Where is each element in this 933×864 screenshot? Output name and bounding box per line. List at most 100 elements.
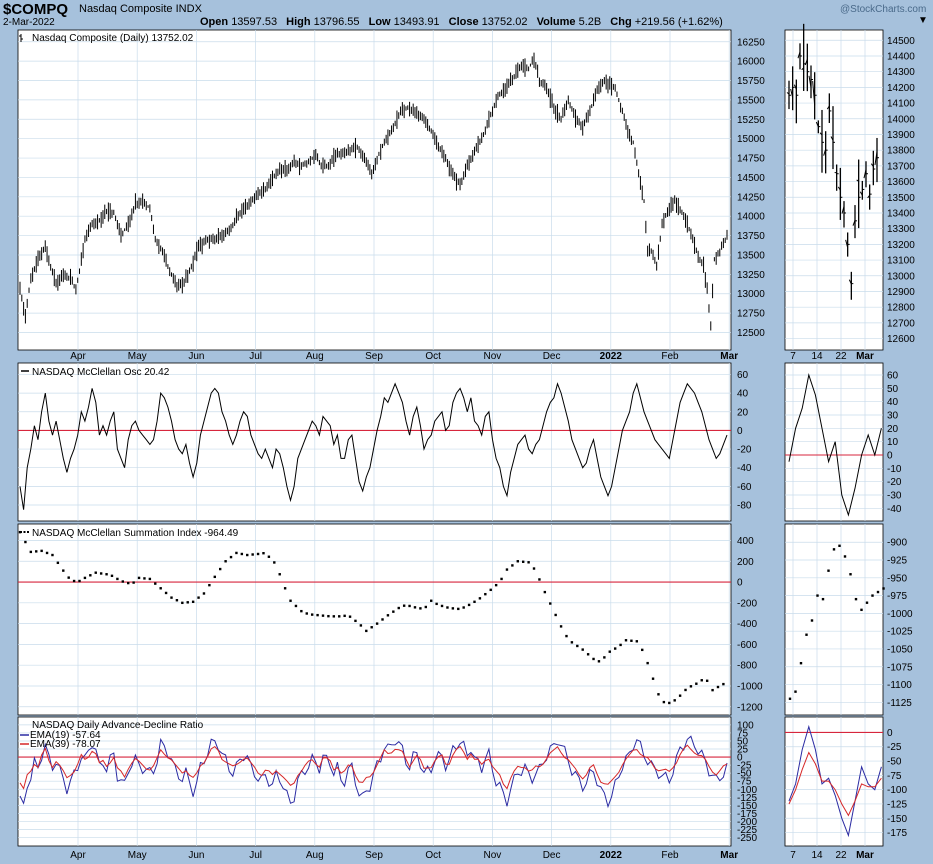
sum-inset-ytick-label: -925 (887, 556, 907, 567)
sum-inset-point (827, 569, 830, 572)
sum-point (603, 656, 606, 659)
price-inset-ytick-label: 13100 (887, 256, 915, 267)
x-axis-month-label: Sep (365, 850, 383, 861)
inset-open-tick (852, 220, 856, 226)
sum-ytick-label: 200 (737, 557, 754, 568)
sum-legend-swatch (27, 531, 29, 533)
inset-open-tick (793, 84, 797, 90)
osc-inset-ytick-label: -40 (887, 504, 902, 515)
price-inset-x-axis-label: 7 (790, 351, 796, 362)
inset-x-axis-label: Mar (856, 850, 874, 861)
sum-point (316, 613, 319, 617)
sum-point (592, 657, 595, 661)
price-inset-ytick-label: 14100 (887, 99, 915, 110)
sum-point (354, 619, 357, 623)
sum-point (251, 553, 254, 556)
sum-inset-ytick-label: -1125 (887, 698, 912, 709)
sum-point (576, 644, 579, 648)
sum-point (202, 592, 206, 595)
adr-legend-entry: EMA(19) -57.64 (30, 730, 101, 741)
osc-inset-ytick-label: 20 (887, 424, 899, 435)
x-axis-month-label: Aug (306, 850, 324, 861)
sum-point (170, 596, 173, 599)
sum-point (343, 614, 346, 618)
sum-legend-swatch (23, 531, 26, 533)
sum-inset-point (865, 601, 869, 604)
price-inset-ytick-label: 14000 (887, 114, 915, 125)
collapse-arrow-icon[interactable]: ▼ (918, 15, 928, 26)
osc-panel-title: NASDAQ McClellan Osc 20.42 (32, 367, 170, 378)
price-ytick-label: 12500 (737, 328, 765, 339)
x-axis-month-label: Oct (425, 850, 441, 861)
sum-point (137, 576, 141, 580)
sum-panel-title: NASDAQ McClellan Summation Index -964.49 (32, 528, 239, 539)
change-value: +219.56 (+1.62%) (634, 16, 723, 28)
sum-point (608, 650, 611, 653)
sum-inset-point (816, 594, 819, 597)
ticker-symbol: $COMPQ (3, 1, 69, 18)
price-x-axis-label: 2022 (600, 351, 623, 362)
quote-date: 2-Mar-2022 (3, 17, 55, 28)
sum-point (262, 552, 265, 555)
adr-ytick-label: -125 (737, 793, 757, 804)
price-inset-ytick-label: 13900 (887, 130, 915, 141)
sum-point (246, 553, 249, 557)
low-label: Low (368, 16, 391, 28)
sum-point (646, 661, 649, 665)
price-gridlines (18, 30, 883, 350)
price-ytick-label: 14500 (737, 173, 765, 184)
sum-inset-point (849, 573, 852, 576)
ohlc-legend-icon (19, 34, 23, 42)
sum-inset-point (838, 544, 841, 547)
x-axis-month-label: Nov (484, 850, 502, 861)
price-x-axis-label: Jun (188, 351, 204, 362)
adr-ytick-label: 25 (737, 745, 749, 756)
sum-inset-point (876, 590, 880, 594)
price-ytick-label: 14000 (737, 212, 765, 223)
sum-point (365, 629, 368, 633)
sum-inset-point (821, 597, 825, 601)
sum-point (375, 622, 379, 625)
sum-inset-ytick-label: -1050 (887, 644, 913, 655)
sum-point (154, 582, 157, 585)
osc-inset-ytick-label: 30 (887, 411, 899, 422)
osc-inset-ytick-label: 50 (887, 384, 899, 395)
sum-point (668, 701, 671, 705)
sum-point (543, 590, 547, 594)
sum-inset-point (810, 619, 814, 622)
sum-point (619, 643, 622, 647)
sum-ytick-label: -800 (737, 661, 757, 672)
adr-ytick-label: -50 (737, 769, 752, 780)
sum-inset-point (794, 690, 797, 693)
ohlc-readout: Open 13597.53 High 13796.55 Low 13493.91… (200, 16, 729, 28)
osc-ytick-label: -40 (737, 463, 752, 474)
sum-inset-ytick-label: -1000 (887, 609, 913, 620)
sum-point (208, 583, 211, 587)
sum-point (392, 610, 395, 613)
sum-ytick-label: -1000 (737, 681, 763, 692)
inset-open-tick (867, 194, 871, 199)
sum-point (148, 577, 152, 581)
adr-ytick-label: 50 (737, 736, 749, 747)
sum-point (413, 606, 417, 609)
adr-ytick-label: -200 (737, 817, 757, 828)
sum-inset-ytick-label: -975 (887, 591, 907, 602)
sum-point (641, 648, 644, 652)
price-inset-ytick-label: 13300 (887, 224, 915, 235)
sum-point (89, 574, 92, 577)
inset-x-axis-label: 14 (811, 850, 823, 861)
sum-point (310, 613, 314, 616)
ema19-inset-line (788, 724, 882, 838)
adr-ytick-label: -100 (737, 785, 757, 796)
sum-point (83, 576, 87, 580)
adr-ytick-label: 0 (737, 753, 743, 764)
sum-point (527, 561, 530, 564)
sum-point (673, 699, 676, 702)
inset-open-tick (812, 81, 816, 106)
sum-point (164, 591, 168, 595)
sum-point (586, 653, 590, 656)
sum-point (722, 682, 725, 686)
sum-main-plot (17, 523, 732, 716)
inset-open-tick (819, 132, 823, 136)
sum-point (559, 625, 563, 628)
